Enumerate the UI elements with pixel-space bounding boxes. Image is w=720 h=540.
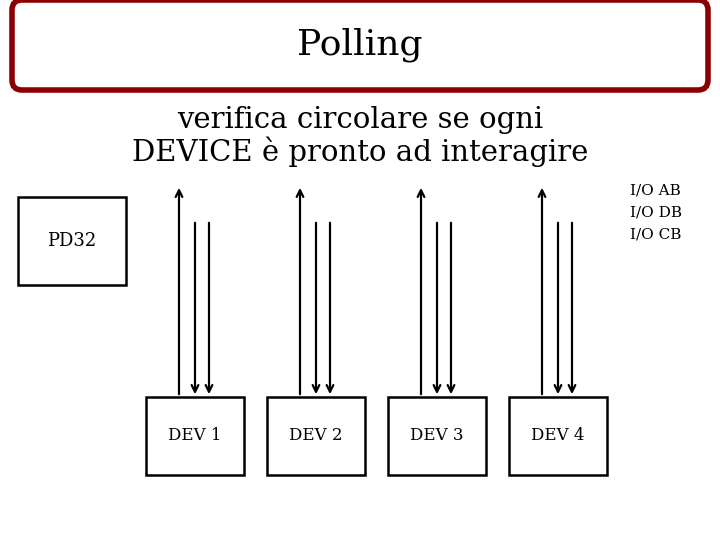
Text: DEV 1: DEV 1 <box>168 428 222 444</box>
Text: verifica circolare se ogni: verifica circolare se ogni <box>177 106 543 134</box>
Text: DEV 4: DEV 4 <box>531 428 585 444</box>
Text: I/O DB: I/O DB <box>630 205 682 219</box>
Text: DEVICE è pronto ad interagire: DEVICE è pronto ad interagire <box>132 137 588 167</box>
Bar <box>18 197 126 285</box>
Bar <box>267 397 365 475</box>
Text: DEV 3: DEV 3 <box>410 428 464 444</box>
Bar <box>509 397 607 475</box>
Text: PD32: PD32 <box>48 232 96 250</box>
Text: Polling: Polling <box>297 28 423 62</box>
Bar <box>388 397 486 475</box>
Text: I/O AB: I/O AB <box>630 183 680 197</box>
Bar <box>146 397 244 475</box>
Text: DEV 2: DEV 2 <box>289 428 343 444</box>
FancyBboxPatch shape <box>12 0 708 90</box>
Text: I/O CB: I/O CB <box>630 227 681 241</box>
